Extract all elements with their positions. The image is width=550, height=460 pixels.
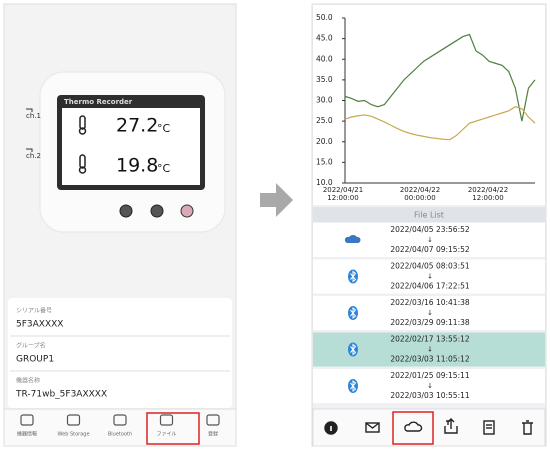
nav-label: 登録 — [208, 431, 218, 438]
highlight-box — [392, 411, 434, 445]
y-tick-label: 40.0 — [316, 54, 333, 63]
info-label: 機器名称 — [16, 377, 40, 385]
info-label: シリアル番号 — [16, 308, 52, 315]
file-separator: ↓ — [427, 273, 433, 281]
nav-label: 機器情報 — [17, 431, 37, 438]
channel-label: ch.1 — [26, 112, 41, 120]
nav-icon — [206, 414, 220, 426]
bluetooth-glyph — [350, 270, 357, 283]
y-tick-label: 35.0 — [316, 75, 333, 84]
data-line — [344, 33, 536, 122]
device-button — [119, 204, 133, 218]
reading-value: 19.8 — [116, 155, 158, 177]
x-tick-label: 12:00:00 — [472, 194, 503, 202]
nav-icon — [20, 414, 34, 426]
file-separator: ↓ — [427, 309, 433, 317]
x-tick-label: 2022/04/22 — [468, 186, 508, 194]
y-tick-label: 15.0 — [316, 157, 333, 166]
file-start: 2022/01/25 09:15:11 — [390, 371, 470, 380]
file-end: 2022/03/03 11:05:12 — [390, 355, 470, 364]
nav-label: ファイル — [156, 432, 176, 438]
toolbar-icons — [324, 418, 533, 435]
nav-icon — [113, 414, 127, 426]
device-button — [150, 204, 164, 218]
x-tick-label: 2022/04/22 — [400, 186, 440, 194]
file-end: 2022/03/03 10:55:11 — [390, 391, 470, 400]
file-separator: ↓ — [427, 236, 433, 244]
file-start: 2022/02/17 13:55:12 — [390, 335, 470, 344]
file-end: 2022/03/29 09:11:38 — [390, 318, 470, 327]
channel-bracket — [26, 108, 33, 112]
bluetooth-glyph — [350, 379, 357, 393]
chart-area — [313, 5, 545, 205]
file-start: 2022/04/05 23:56:52 — [390, 225, 470, 234]
channel-bracket — [26, 148, 33, 152]
file-end: 2022/04/07 09:15:52 — [390, 245, 470, 254]
device-title: Thermo Recorder — [64, 98, 133, 106]
nav-icon — [159, 414, 174, 426]
file-end: 2022/04/06 17:22:51 — [390, 282, 470, 291]
reading-unit: °C — [157, 162, 171, 175]
info-label: グループ名 — [16, 342, 46, 350]
nav-label: Web Storage — [57, 432, 89, 438]
info-value: TR-71wb_5F3AXXXX — [15, 390, 107, 400]
file-start: 2022/03/16 10:41:38 — [390, 298, 470, 307]
x-tick-label: 2022/04/21 — [323, 186, 363, 194]
file-start: 2022/04/05 08:03:51 — [390, 262, 470, 271]
file-list-title: File List — [414, 211, 444, 220]
bluetooth-glyph — [350, 306, 357, 320]
data-line — [344, 106, 536, 141]
nav-bar — [3, 408, 237, 447]
y-tick-label: 30.0 — [316, 96, 333, 105]
x-tick-label: 12:00:00 — [327, 194, 358, 202]
cloud-icon — [344, 235, 361, 243]
y-tick-label: 25.0 — [316, 116, 333, 125]
flow-arrow — [260, 183, 293, 217]
file-separator: ↓ — [427, 382, 433, 390]
info-card — [8, 298, 232, 408]
y-tick-label: 45.0 — [316, 34, 333, 43]
highlight-box — [146, 412, 200, 445]
info-value: 5F3AXXXX — [16, 320, 63, 330]
file-separator: ↓ — [427, 346, 433, 354]
toolbar — [312, 408, 546, 447]
channel-label: ch.2 — [26, 152, 41, 160]
y-tick-label: 10.0 — [316, 178, 333, 187]
thermo-icon — [78, 115, 87, 174]
info-value: GROUP1 — [16, 355, 54, 365]
nav-icon — [66, 414, 81, 426]
nav-label: Bluetooth — [108, 432, 132, 438]
reading-unit: °C — [157, 122, 171, 135]
y-tick-label: 50.0 — [316, 13, 333, 22]
y-tick-label: 20.0 — [316, 137, 333, 146]
file-list-header — [313, 207, 545, 222]
reading-value: 27.2 — [116, 115, 158, 137]
x-tick-label: 00:00:00 — [404, 194, 435, 202]
bluetooth-glyph — [350, 343, 357, 356]
device-button — [180, 204, 194, 218]
